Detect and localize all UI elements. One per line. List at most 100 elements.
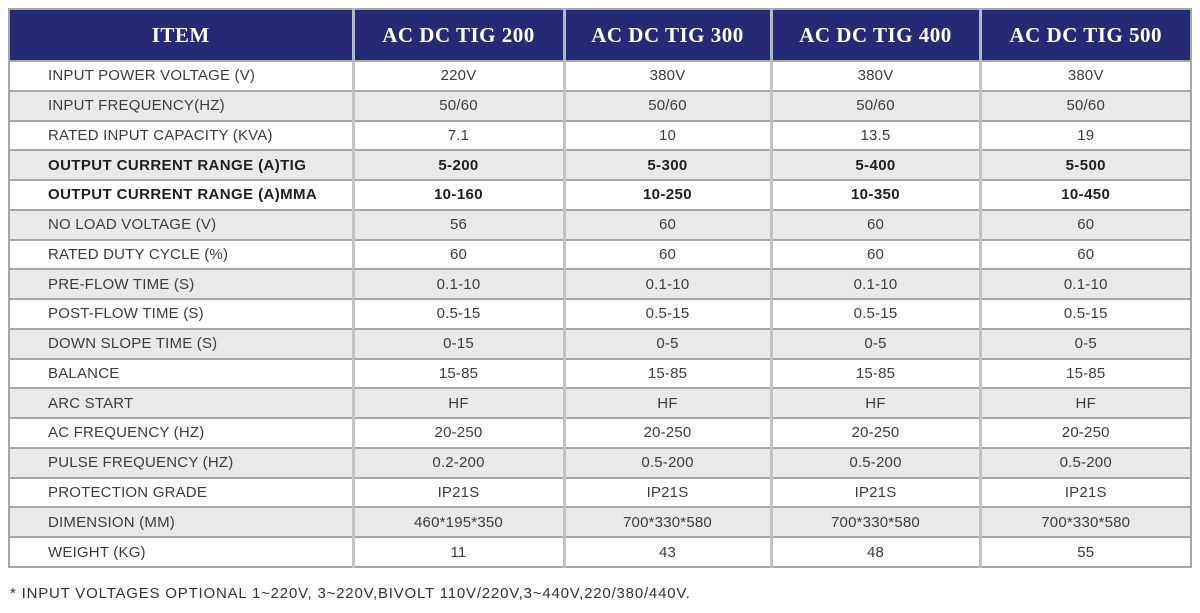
spec-label: PULSE FREQUENCY (HZ) <box>9 446 355 479</box>
spec-value: 380V <box>978 60 1191 92</box>
spec-label: NO LOAD VOLTAGE (V) <box>9 208 355 241</box>
spec-value: 460*195*350 <box>351 506 566 538</box>
spec-value: 60 <box>769 208 982 241</box>
table-row: OUTPUT CURRENT RANGE (A)TIG 5-200 5-300 … <box>9 149 1191 181</box>
spec-label: PRE-FLOW TIME (S) <box>9 268 355 300</box>
table-row: ARC START HF HF HF HF <box>9 387 1191 419</box>
spec-value: 0.1-10 <box>562 268 773 300</box>
item-header: ITEM <box>9 9 355 62</box>
spec-value: 0.1-10 <box>351 268 566 300</box>
spec-value: 0.5-200 <box>562 446 773 479</box>
spec-value: 60 <box>978 238 1191 271</box>
spec-value: IP21S <box>351 476 566 509</box>
spec-label: RATED DUTY CYCLE (%) <box>9 238 355 271</box>
spec-value: 0.5-15 <box>769 298 982 330</box>
spec-value: 0.5-15 <box>351 298 566 330</box>
spec-value: 0-5 <box>562 327 773 360</box>
spec-value: 55 <box>978 536 1191 568</box>
table-row: INPUT FREQUENCY(HZ) 50/60 50/60 50/60 50… <box>9 89 1191 122</box>
table-row: WEIGHT (KG) 11 43 48 55 <box>9 536 1191 568</box>
spec-value: HF <box>562 387 773 419</box>
spec-value: 0-5 <box>769 327 982 360</box>
model-header-tig500: AC DC TIG 500 <box>978 9 1191 62</box>
spec-value: 60 <box>351 238 566 271</box>
spec-value: 60 <box>562 208 773 241</box>
spec-value: 43 <box>562 536 773 568</box>
table-row: DIMENSION (MM) 460*195*350 700*330*580 7… <box>9 506 1191 538</box>
spec-value: 13.5 <box>769 119 982 152</box>
spec-value: 5-400 <box>769 149 982 181</box>
spec-value: 0-5 <box>978 327 1191 360</box>
spec-value: 20-250 <box>769 417 982 449</box>
spec-value: HF <box>351 387 566 419</box>
spec-value: 10-160 <box>351 179 566 211</box>
spec-value: 11 <box>351 536 566 568</box>
spec-value: 15-85 <box>769 357 982 390</box>
spec-value: 19 <box>978 119 1191 152</box>
spec-value: 5-200 <box>351 149 566 181</box>
spec-value: 5-300 <box>562 149 773 181</box>
footnote: * INPUT VOLTAGES OPTIONAL 1~220V, 3~220V… <box>10 585 691 602</box>
spec-value: 50/60 <box>351 89 566 122</box>
spec-value: IP21S <box>978 476 1191 509</box>
spec-value: 700*330*580 <box>978 506 1191 538</box>
spec-label: DOWN SLOPE TIME (S) <box>9 327 355 360</box>
spec-value: 60 <box>978 208 1191 241</box>
table-row: RATED INPUT CAPACITY (KVA) 7.1 10 13.5 1… <box>9 119 1191 152</box>
table-row: NO LOAD VOLTAGE (V) 56 60 60 60 <box>9 208 1191 241</box>
spec-value: 15-85 <box>978 357 1191 390</box>
spec-value: 0.1-10 <box>769 268 982 300</box>
table-row: PULSE FREQUENCY (HZ) 0.2-200 0.5-200 0.5… <box>9 446 1191 479</box>
table-row: PROTECTION GRADE IP21S IP21S IP21S IP21S <box>9 476 1191 509</box>
spec-value: 10-450 <box>978 179 1191 211</box>
spec-label: PROTECTION GRADE <box>9 476 355 509</box>
spec-value: IP21S <box>562 476 773 509</box>
spec-value: 0.2-200 <box>351 446 566 479</box>
spec-value: 7.1 <box>351 119 566 152</box>
spec-value: 0.5-200 <box>978 446 1191 479</box>
spec-value: 700*330*580 <box>562 506 773 538</box>
spec-table: ITEM AC DC TIG 200 AC DC TIG 300 AC DC T… <box>8 8 1192 568</box>
spec-label: DIMENSION (MM) <box>9 506 355 538</box>
spec-value: 20-250 <box>978 417 1191 449</box>
spec-value: 0.1-10 <box>978 268 1191 300</box>
table-row: POST-FLOW TIME (S) 0.5-15 0.5-15 0.5-15 … <box>9 298 1191 330</box>
spec-value: 60 <box>769 238 982 271</box>
spec-value: 5-500 <box>978 149 1191 181</box>
spec-label: ARC START <box>9 387 355 419</box>
spec-label: OUTPUT CURRENT RANGE (A)TIG <box>9 149 355 181</box>
spec-value: 50/60 <box>769 89 982 122</box>
spec-value: 20-250 <box>562 417 773 449</box>
spec-value: 10 <box>562 119 773 152</box>
spec-value: HF <box>978 387 1191 419</box>
spec-label: WEIGHT (KG) <box>9 536 355 568</box>
spec-value: 10-250 <box>562 179 773 211</box>
table-row: DOWN SLOPE TIME (S) 0-15 0-5 0-5 0-5 <box>9 327 1191 360</box>
spec-value: 15-85 <box>351 357 566 390</box>
spec-value: 0-15 <box>351 327 566 360</box>
spec-label: INPUT FREQUENCY(HZ) <box>9 89 355 122</box>
spec-value: 0.5-200 <box>769 446 982 479</box>
spec-value: 15-85 <box>562 357 773 390</box>
spec-value: 0.5-15 <box>978 298 1191 330</box>
spec-value: IP21S <box>769 476 982 509</box>
spec-label: RATED INPUT CAPACITY (KVA) <box>9 119 355 152</box>
model-header-tig400: AC DC TIG 400 <box>769 9 982 62</box>
table-row: RATED DUTY CYCLE (%) 60 60 60 60 <box>9 238 1191 271</box>
table-row: OUTPUT CURRENT RANGE (A)MMA 10-160 10-25… <box>9 179 1191 211</box>
spec-value: 700*330*580 <box>769 506 982 538</box>
spec-value: 20-250 <box>351 417 566 449</box>
spec-value: 50/60 <box>562 89 773 122</box>
spec-label: POST-FLOW TIME (S) <box>9 298 355 330</box>
spec-label: INPUT POWER VOLTAGE (V) <box>9 60 355 92</box>
spec-value: 380V <box>769 60 982 92</box>
spec-value: 48 <box>769 536 982 568</box>
table-row: BALANCE 15-85 15-85 15-85 15-85 <box>9 357 1191 390</box>
spec-label: OUTPUT CURRENT RANGE (A)MMA <box>9 179 355 211</box>
spec-label: AC FREQUENCY (HZ) <box>9 417 355 449</box>
header-row: ITEM AC DC TIG 200 AC DC TIG 300 AC DC T… <box>9 9 1191 62</box>
table-row: AC FREQUENCY (HZ) 20-250 20-250 20-250 2… <box>9 417 1191 449</box>
model-header-tig200: AC DC TIG 200 <box>351 9 566 62</box>
spec-label: BALANCE <box>9 357 355 390</box>
table-row: INPUT POWER VOLTAGE (V) 220V 380V 380V 3… <box>9 60 1191 92</box>
